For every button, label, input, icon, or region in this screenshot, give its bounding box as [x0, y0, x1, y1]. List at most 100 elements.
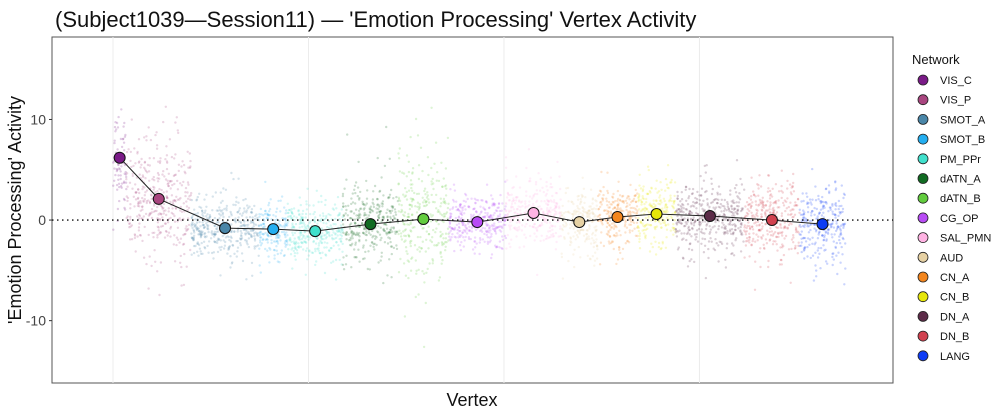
scatter-point: [324, 233, 327, 237]
scatter-point: [118, 185, 121, 189]
scatter-point: [234, 217, 237, 220]
scatter-point: [261, 232, 264, 235]
scatter-point: [380, 176, 383, 179]
scatter-point: [167, 184, 170, 188]
scatter-point: [751, 201, 754, 204]
scatter-point: [354, 181, 358, 184]
scatter-point: [776, 249, 779, 252]
scatter-point: [472, 213, 475, 216]
scatter-point: [378, 212, 382, 215]
scatter-point: [417, 164, 421, 167]
scatter-point: [628, 198, 631, 201]
scatter-point: [187, 206, 191, 210]
scatter-point: [427, 173, 430, 177]
scatter-point: [684, 188, 687, 191]
scatter-point: [329, 213, 332, 217]
scatter-point: [145, 189, 149, 192]
scatter-point: [835, 222, 838, 225]
scatter-point: [363, 227, 366, 231]
scatter-point: [470, 197, 473, 200]
scatter-point: [191, 223, 194, 226]
scatter-point: [801, 213, 804, 217]
scatter-point: [759, 265, 762, 269]
legend-item-sal_pmn: SAL_PMN: [917, 232, 991, 245]
scatter-point: [460, 241, 463, 244]
scatter-point: [780, 196, 783, 200]
scatter-point: [423, 189, 426, 193]
scatter-point: [479, 205, 482, 208]
scatter-point: [234, 203, 237, 207]
scatter-point: [768, 189, 772, 193]
scatter-point: [421, 169, 424, 173]
scatter-point: [460, 206, 463, 209]
scatter-point: [685, 208, 689, 211]
scatter-point: [351, 242, 354, 245]
scatter-point: [243, 220, 246, 223]
scatter-point: [159, 231, 162, 234]
scatter-point: [133, 147, 136, 150]
scatter-point: [771, 208, 774, 211]
scatter-point: [230, 229, 233, 232]
scatter-point: [735, 159, 739, 162]
scatter-point: [300, 222, 304, 225]
scatter-point: [210, 251, 214, 255]
scatter-point: [405, 190, 408, 194]
scatter-point: [529, 179, 532, 183]
legend-swatch: [917, 192, 929, 204]
scatter-point: [440, 161, 443, 164]
scatter-point: [268, 213, 272, 217]
scatter-point: [203, 219, 206, 222]
scatter-point: [356, 233, 359, 236]
scatter-point: [572, 253, 575, 256]
scatter-point: [350, 244, 353, 247]
scatter-point: [199, 229, 202, 233]
scatter-point: [409, 244, 412, 248]
scatter-point: [286, 222, 289, 225]
scatter-point: [281, 217, 284, 220]
scatter-point: [593, 259, 597, 262]
scatter-point: [203, 246, 206, 249]
scatter-point: [669, 215, 673, 218]
scatter-point: [147, 170, 151, 173]
scatter-point: [180, 210, 184, 213]
scatter-point: [581, 228, 584, 232]
scatter-point: [358, 196, 361, 200]
scatter-point: [806, 201, 809, 204]
scatter-point: [350, 232, 353, 235]
scatter-point: [422, 227, 425, 230]
scatter-point: [612, 247, 615, 251]
scatter-point: [504, 166, 508, 169]
scatter-point: [435, 220, 438, 223]
scatter-point: [430, 215, 433, 218]
scatter-point: [266, 238, 269, 241]
scatter-point: [267, 255, 270, 258]
scatter-point: [320, 217, 323, 220]
scatter-point: [464, 230, 467, 233]
scatter-point: [504, 205, 507, 208]
scatter-point: [659, 222, 662, 225]
scatter-point: [774, 225, 778, 229]
scatter-point: [452, 200, 456, 203]
scatter-point: [612, 192, 615, 196]
scatter-point: [449, 212, 452, 215]
scatter-point: [421, 196, 424, 199]
scatter-point: [304, 212, 308, 216]
scatter-point: [373, 248, 376, 251]
scatter-point: [243, 224, 246, 227]
scatter-point: [215, 209, 219, 212]
scatter-point: [367, 214, 371, 217]
scatter-point: [117, 167, 121, 170]
scatter-point: [518, 186, 522, 189]
scatter-point: [385, 233, 388, 236]
scatter-point: [411, 197, 414, 201]
scatter-point: [521, 224, 524, 227]
scatter-point: [245, 211, 248, 214]
scatter-point: [535, 189, 538, 192]
scatter-point: [474, 228, 478, 231]
scatter-point: [166, 182, 169, 186]
scatter-point: [786, 227, 789, 230]
scatter-point: [577, 245, 580, 249]
scatter-point: [413, 226, 416, 229]
scatter-point: [665, 236, 668, 239]
scatter-point: [283, 233, 287, 237]
